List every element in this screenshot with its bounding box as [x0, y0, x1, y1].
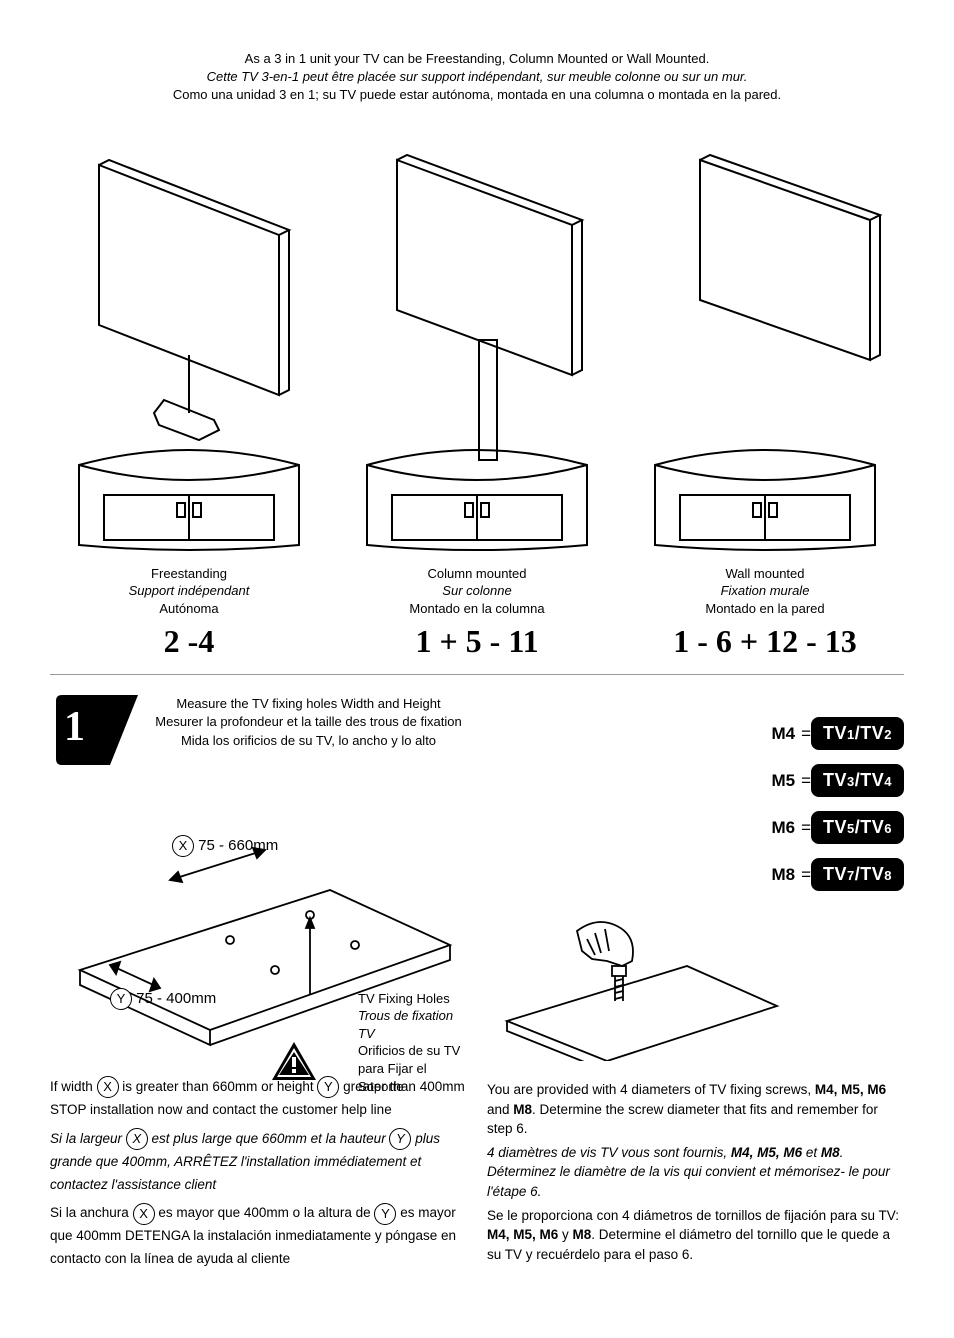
fixing-en: TV Fixing Holes: [358, 990, 467, 1008]
warning-notes: If width X is greater than 660mm or heig…: [50, 1076, 467, 1272]
tv-back-diagram: X 75 - 660mm Y 75 - 400mm TV Fixing Hole…: [50, 760, 467, 1070]
fixing-holes-label: TV Fixing Holes Trous de fixation TV Ori…: [358, 990, 467, 1095]
step-1: 1 Measure the TV fixing holes Width and …: [50, 695, 904, 1277]
config-fr: Fixation murale: [626, 582, 904, 600]
config-es: Montado en la pared: [626, 600, 904, 618]
fixing-fr: Trous de fixation TV: [358, 1007, 467, 1042]
measure-es: Mida los orificios de su TV, lo ancho y …: [150, 732, 467, 750]
config-es: Montado en la columna: [338, 600, 616, 618]
measure-fr: Mesurer la profondeur et la taille des t…: [150, 713, 467, 731]
y-dimension: Y 75 - 400mm: [110, 988, 216, 1010]
tv-pill: TV1/TV2: [811, 717, 904, 750]
config-column: Column mounted Sur colonne Montado en la…: [338, 145, 616, 661]
config-steps: 2 -4: [50, 623, 328, 660]
fixing-es: Orificios de su TV para Fijar el Soporte: [358, 1042, 467, 1095]
hand-screw-icon: [487, 911, 787, 1061]
step-badge: 1: [50, 695, 140, 765]
y-range: 75 - 400mm: [136, 990, 216, 1007]
screw-notes: You are provided with 4 diameters of TV …: [487, 1080, 904, 1264]
config-en: Freestanding: [50, 565, 328, 583]
y-icon: Y: [389, 1128, 411, 1150]
config-fr: Support indépendant: [50, 582, 328, 600]
screw-size-map: M4 = TV1/TV2 M5 = TV3/TV4 M6 = TV5/TV6 M…: [487, 717, 904, 891]
config-en: Wall mounted: [626, 565, 904, 583]
screw-row: M4 = TV1/TV2: [487, 717, 904, 750]
x-icon: X: [133, 1203, 155, 1225]
config-freestanding: Freestanding Support indépendant Autónom…: [50, 145, 328, 661]
screw-row: M5 = TV3/TV4: [487, 764, 904, 797]
y-icon: Y: [317, 1076, 339, 1098]
x-icon: X: [172, 835, 194, 857]
x-range: 75 - 660mm: [198, 837, 278, 854]
step-number: 1: [64, 703, 85, 751]
y-icon: Y: [374, 1203, 396, 1225]
screw-row: M6 = TV5/TV6: [487, 811, 904, 844]
tv-pill: TV3/TV4: [811, 764, 904, 797]
x-icon: X: [97, 1076, 119, 1098]
x-dimension: X 75 - 660mm: [172, 835, 278, 857]
config-wall: Wall mounted Fixation murale Montado en …: [626, 145, 904, 661]
config-es: Autónoma: [50, 600, 328, 618]
screw-row: M8 = TV7/TV8: [487, 858, 904, 891]
intro-es: Como una unidad 3 en 1; su TV puede esta…: [50, 86, 904, 104]
warning-icon: [270, 1040, 318, 1082]
measure-en: Measure the TV fixing holes Width and He…: [150, 695, 467, 713]
freestanding-icon: [69, 145, 309, 555]
config-steps: 1 - 6 + 12 - 13: [626, 623, 904, 660]
y-icon: Y: [110, 988, 132, 1010]
wall-mounted-icon: [645, 145, 885, 555]
configs-row: Freestanding Support indépendant Autónom…: [50, 145, 904, 676]
tv-pill: TV5/TV6: [811, 811, 904, 844]
config-en: Column mounted: [338, 565, 616, 583]
intro-text: As a 3 in 1 unit your TV can be Freestan…: [50, 50, 904, 105]
config-steps: 1 + 5 - 11: [338, 623, 616, 660]
intro-en: As a 3 in 1 unit your TV can be Freestan…: [50, 50, 904, 68]
column-mounted-icon: [357, 145, 597, 555]
tv-pill: TV7/TV8: [811, 858, 904, 891]
config-fr: Sur colonne: [338, 582, 616, 600]
x-icon: X: [126, 1128, 148, 1150]
intro-fr: Cette TV 3-en-1 peut être placée sur sup…: [50, 68, 904, 86]
